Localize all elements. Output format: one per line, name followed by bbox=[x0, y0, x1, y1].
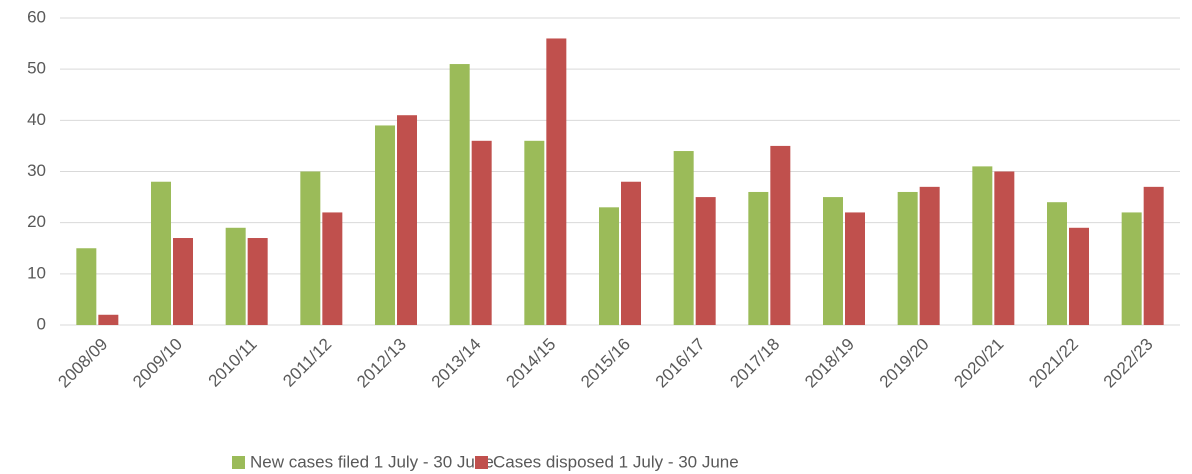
y-tick-label: 50 bbox=[27, 59, 46, 78]
x-tick-label: 2010/11 bbox=[205, 335, 261, 391]
bar bbox=[247, 238, 268, 325]
legend-swatch bbox=[475, 456, 488, 469]
bar bbox=[994, 171, 1015, 325]
bar bbox=[449, 64, 470, 326]
x-tick-label: 2019/20 bbox=[876, 335, 933, 392]
x-tick-label: 2011/12 bbox=[279, 335, 335, 391]
bar bbox=[524, 140, 545, 325]
bar bbox=[919, 186, 940, 325]
bar bbox=[225, 227, 246, 325]
x-tick-label: 2013/14 bbox=[428, 335, 485, 392]
bar bbox=[98, 314, 119, 325]
bar bbox=[300, 171, 321, 325]
bar bbox=[1069, 227, 1089, 325]
legend-swatch bbox=[232, 456, 245, 469]
x-tick-label: 2014/15 bbox=[502, 335, 559, 392]
bar bbox=[1047, 202, 1067, 325]
x-tick-label: 2008/09 bbox=[54, 335, 111, 392]
bar bbox=[621, 181, 641, 325]
bar bbox=[897, 191, 918, 325]
x-tick-label: 2018/19 bbox=[801, 335, 858, 392]
bar bbox=[845, 212, 865, 325]
x-tick-label: 2017/18 bbox=[726, 335, 783, 392]
bar bbox=[972, 166, 993, 325]
y-tick-label: 30 bbox=[27, 161, 46, 180]
bar bbox=[1143, 186, 1164, 325]
bar bbox=[695, 197, 716, 325]
bar bbox=[748, 191, 769, 325]
bar bbox=[1121, 212, 1142, 325]
bar bbox=[173, 238, 193, 325]
bar bbox=[599, 207, 619, 325]
bar bbox=[471, 140, 492, 325]
bar bbox=[375, 125, 395, 325]
y-tick-label: 0 bbox=[37, 314, 46, 333]
bar bbox=[322, 212, 343, 325]
x-tick-label: 2009/10 bbox=[129, 335, 186, 392]
y-tick-label: 20 bbox=[27, 212, 46, 231]
legend-label: Cases disposed 1 July - 30 June bbox=[493, 452, 739, 471]
y-tick-label: 10 bbox=[27, 263, 46, 282]
x-tick-label: 2022/23 bbox=[1100, 335, 1157, 392]
y-tick-label: 60 bbox=[27, 7, 46, 26]
x-tick-label: 2015/16 bbox=[577, 335, 634, 392]
x-tick-label: 2020/21 bbox=[950, 335, 1007, 392]
bar bbox=[673, 151, 694, 325]
bar bbox=[397, 115, 417, 325]
bar bbox=[151, 181, 171, 325]
x-tick-label: 2016/17 bbox=[652, 335, 709, 392]
y-tick-label: 40 bbox=[27, 110, 46, 129]
bar bbox=[770, 145, 791, 325]
bar bbox=[76, 248, 97, 325]
bar bbox=[823, 197, 843, 325]
bar bbox=[546, 38, 567, 325]
x-tick-label: 2021/22 bbox=[1025, 335, 1082, 392]
x-tick-label: 2012/13 bbox=[353, 335, 410, 392]
legend-label: New cases filed 1 July - 30 June bbox=[250, 452, 494, 471]
